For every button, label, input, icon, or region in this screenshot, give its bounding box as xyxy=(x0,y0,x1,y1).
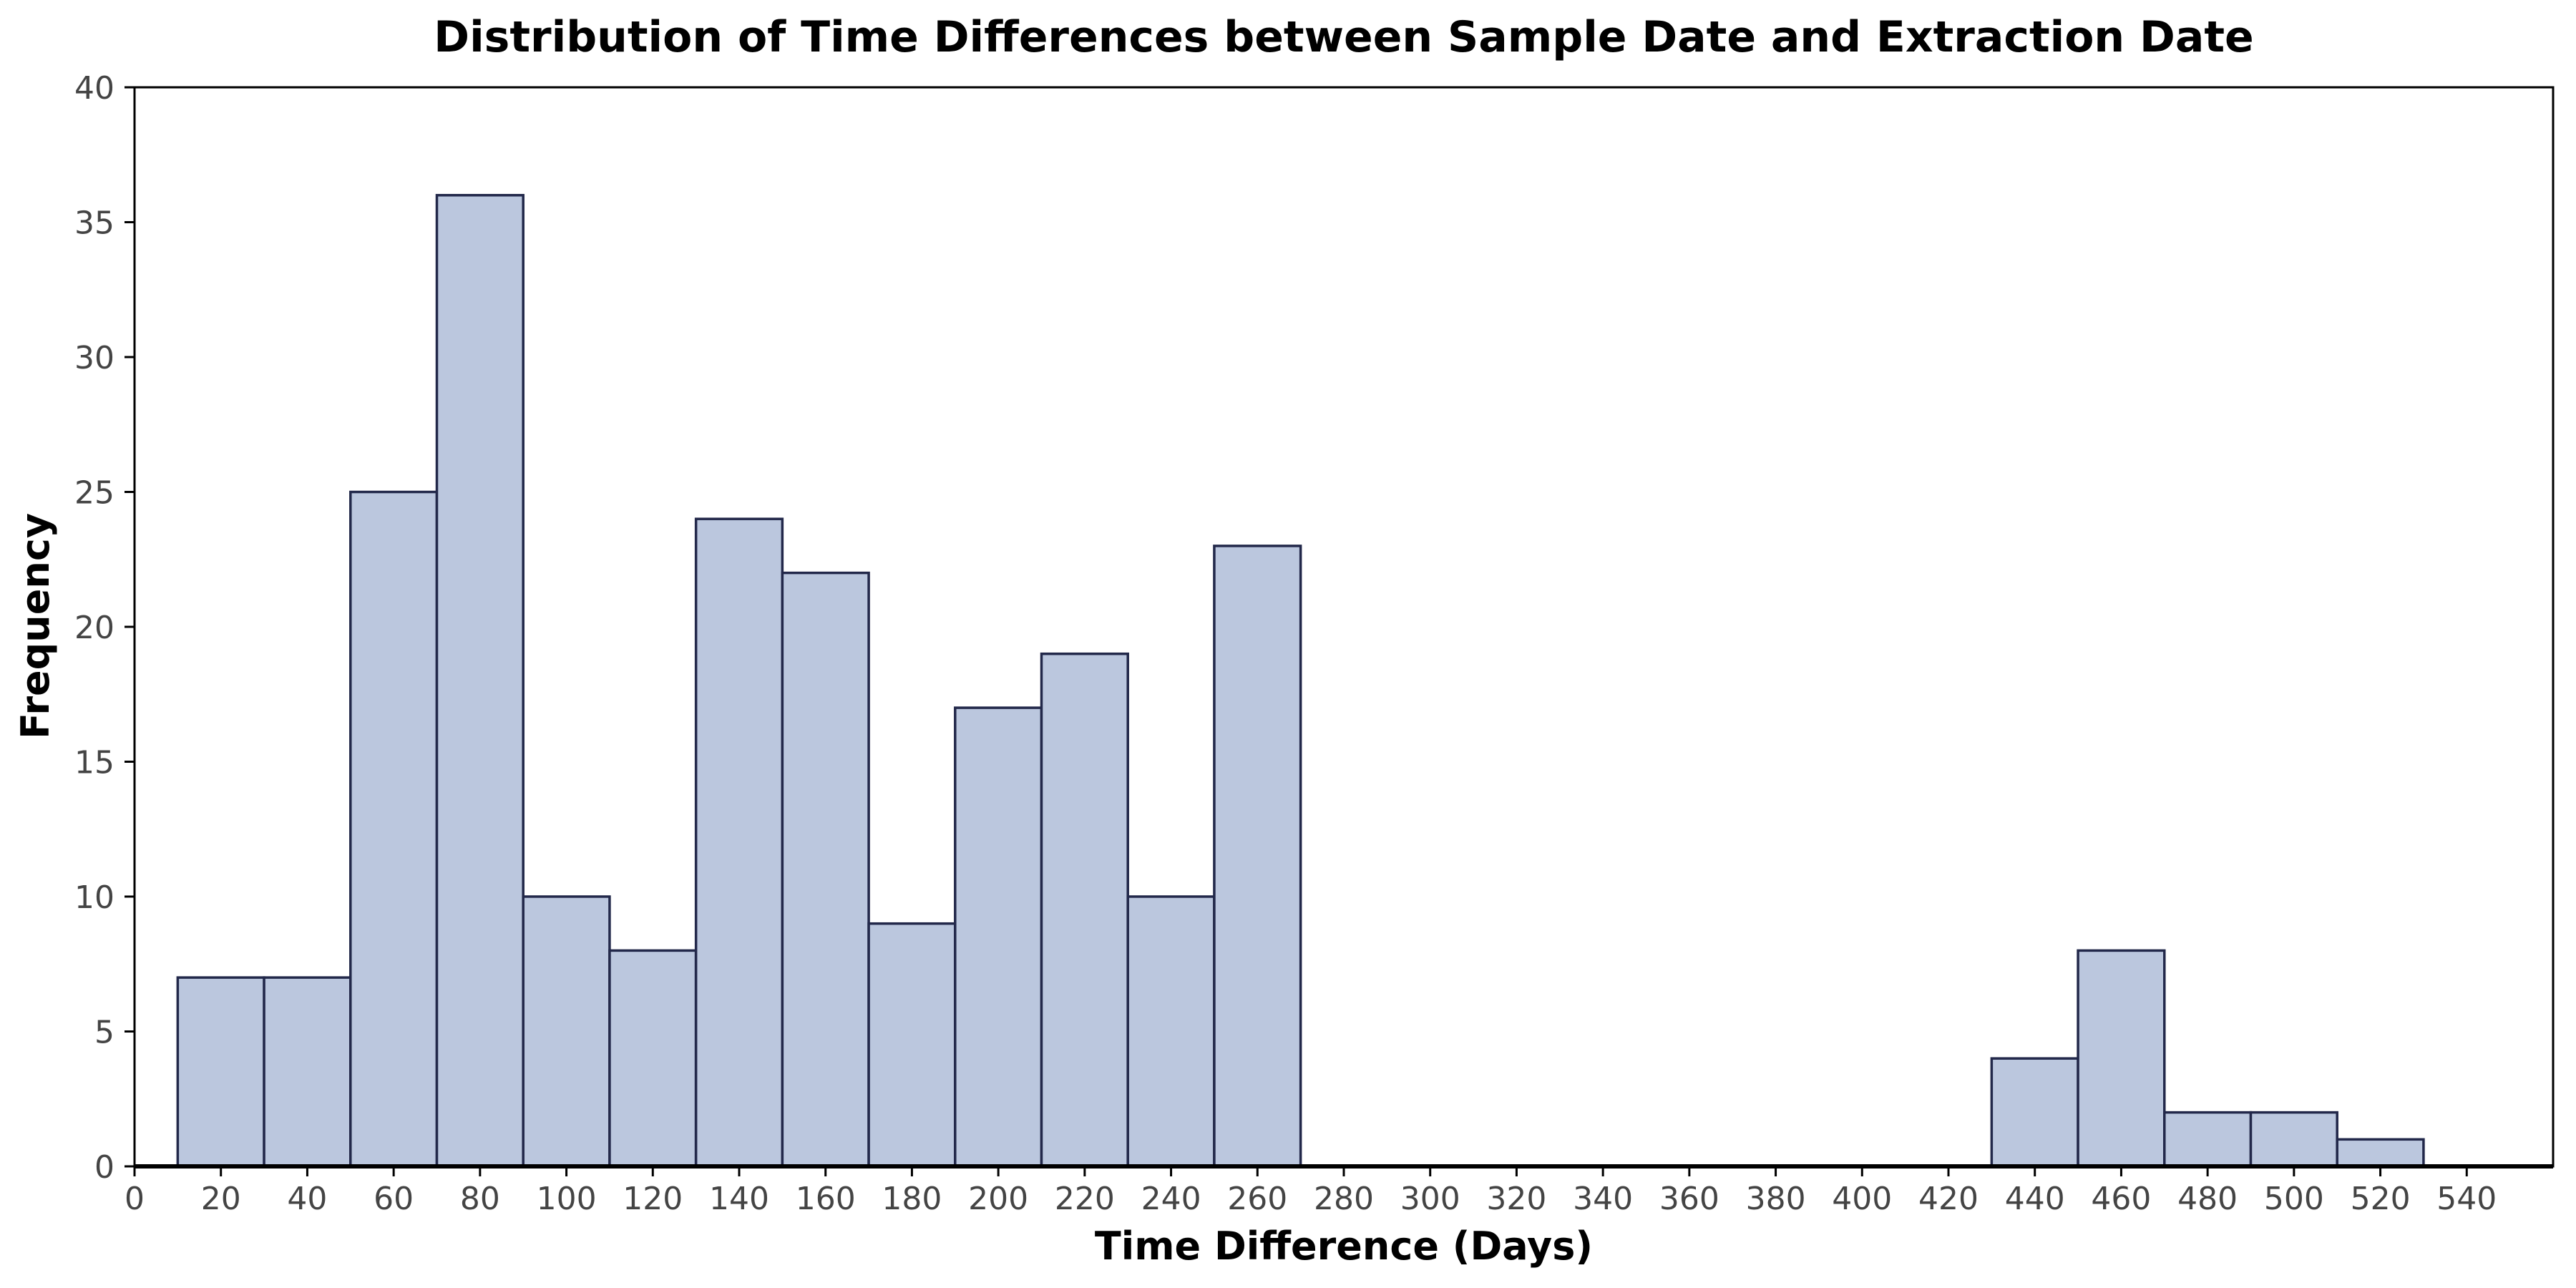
histogram-bar-170-190 xyxy=(867,922,957,1168)
histogram-bar-10-30 xyxy=(176,976,265,1168)
ticks-layer: 0 20 40 60 80 100 120 140 160 180 200 220 240 260 280 3… xyxy=(74,70,2497,1217)
histogram-bar-490-510 xyxy=(2249,1111,2338,1168)
x-tick-label: 320 xyxy=(1486,1181,1546,1217)
histogram-bar-210-230 xyxy=(1040,652,1129,1168)
y-tick-label: 5 xyxy=(94,1015,114,1051)
x-tick-label: 120 xyxy=(623,1181,683,1217)
histogram-bar-90-110 xyxy=(522,895,611,1168)
y-tick-label: 40 xyxy=(74,70,114,107)
x-tick-label: 400 xyxy=(1832,1181,1892,1217)
x-tick-label: 140 xyxy=(709,1181,769,1217)
x-tick-label: 420 xyxy=(1918,1181,1979,1217)
x-tick-label: 460 xyxy=(2091,1181,2151,1217)
y-tick-label: 35 xyxy=(74,205,114,242)
chart-title: Distribution of Time Differences between… xyxy=(434,12,2253,62)
x-tick-label: 180 xyxy=(882,1181,942,1217)
histogram-bar-70-90 xyxy=(435,194,525,1168)
x-tick-label: 160 xyxy=(796,1181,856,1217)
y-tick-label: 0 xyxy=(94,1149,114,1186)
y-tick-label: 25 xyxy=(74,475,114,512)
x-tick-label: 260 xyxy=(1227,1181,1287,1217)
x-tick-label: 220 xyxy=(1055,1181,1115,1217)
y-axis-label: Frequency xyxy=(13,513,58,739)
x-axis-label: Time Difference (Days) xyxy=(1095,1224,1593,1269)
x-tick-label: 240 xyxy=(1141,1181,1201,1217)
x-tick-label: 300 xyxy=(1400,1181,1460,1217)
histogram-bar-110-130 xyxy=(608,949,698,1168)
x-tick-label: 40 xyxy=(287,1181,327,1217)
x-tick-label: 380 xyxy=(1746,1181,1806,1217)
x-tick-label: 480 xyxy=(2177,1181,2238,1217)
bars-layer xyxy=(176,194,2425,1168)
y-tick-label: 15 xyxy=(74,745,114,781)
x-tick-label: 280 xyxy=(1314,1181,1374,1217)
x-tick-label: 340 xyxy=(1573,1181,1633,1217)
histogram-bar-190-210 xyxy=(954,706,1043,1168)
x-tick-label: 200 xyxy=(968,1181,1028,1217)
y-tick-label: 30 xyxy=(74,340,114,376)
histogram-bar-450-470 xyxy=(2077,949,2166,1168)
y-tick-label: 20 xyxy=(74,610,114,646)
y-tick-label: 10 xyxy=(74,879,114,916)
histogram-bar-30-50 xyxy=(263,976,352,1168)
x-tick-label: 60 xyxy=(374,1181,414,1217)
x-tick-label: 500 xyxy=(2264,1181,2324,1217)
x-tick-label: 360 xyxy=(1659,1181,1719,1217)
x-tick-label: 520 xyxy=(2351,1181,2411,1217)
x-tick-label: 440 xyxy=(2005,1181,2065,1217)
x-tick-label: 100 xyxy=(537,1181,597,1217)
x-tick-label: 540 xyxy=(2436,1181,2497,1217)
histogram-bar-510-530 xyxy=(2336,1138,2425,1168)
histogram-bar-150-170 xyxy=(781,571,870,1168)
histogram-bar-250-270 xyxy=(1213,545,1302,1168)
histogram-bar-130-150 xyxy=(694,517,784,1168)
x-tick-label: 0 xyxy=(125,1181,145,1217)
histogram-bar-230-250 xyxy=(1126,895,1216,1168)
histogram-bar-430-450 xyxy=(1990,1057,2079,1168)
x-tick-label: 20 xyxy=(201,1181,241,1217)
histogram-bar-470-490 xyxy=(2163,1111,2253,1168)
x-tick-label: 80 xyxy=(460,1181,500,1217)
histogram-bar-50-70 xyxy=(349,490,439,1168)
